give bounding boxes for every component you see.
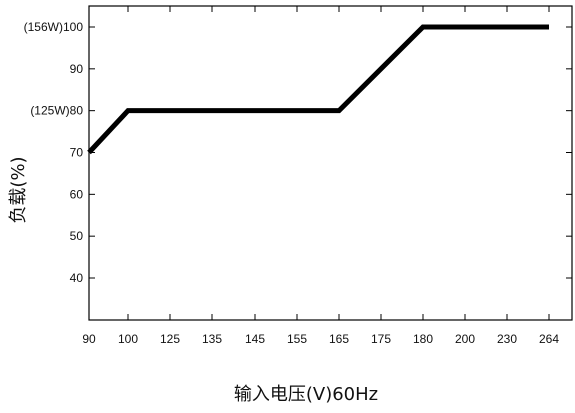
load-line-series bbox=[87, 24, 549, 155]
plot-frame bbox=[88, 5, 573, 321]
x-tick-label: 165 bbox=[329, 332, 349, 346]
x-tick-label: 135 bbox=[202, 332, 222, 346]
x-tick-label: 180 bbox=[413, 332, 433, 346]
x-tick-label: 145 bbox=[245, 332, 265, 346]
y-tick-label: 40 bbox=[70, 271, 84, 285]
y-tick-label: 90 bbox=[70, 62, 84, 76]
y-tick-label: 50 bbox=[70, 229, 84, 243]
x-tick-label: 125 bbox=[160, 332, 180, 346]
y-tick-label: (156W)100 bbox=[24, 20, 84, 34]
y-tick-label: 70 bbox=[70, 146, 84, 160]
y-axis-title: 负载(%) bbox=[8, 156, 29, 223]
x-axis-title: 输入电压(V)60Hz bbox=[234, 384, 378, 405]
x-tick-label: 264 bbox=[539, 332, 559, 346]
x-tick-label: 155 bbox=[287, 332, 307, 346]
x-tick-label: 90 bbox=[82, 332, 96, 346]
x-tick-label: 175 bbox=[371, 332, 391, 346]
y-axis-ticks: (156W)100 90 (125W)80 70 60 50 40 bbox=[24, 20, 572, 285]
y-tick-label: 60 bbox=[70, 187, 84, 201]
series-layer bbox=[87, 24, 550, 155]
x-tick-label: 200 bbox=[455, 332, 475, 346]
x-axis-ticks: 90 100 125 135 145 155 165 175 180 200 230 264 bbox=[82, 6, 559, 346]
x-tick-label: 230 bbox=[497, 332, 517, 346]
x-tick-label: 100 bbox=[118, 332, 138, 346]
y-tick-label: (125W)80 bbox=[30, 104, 83, 118]
